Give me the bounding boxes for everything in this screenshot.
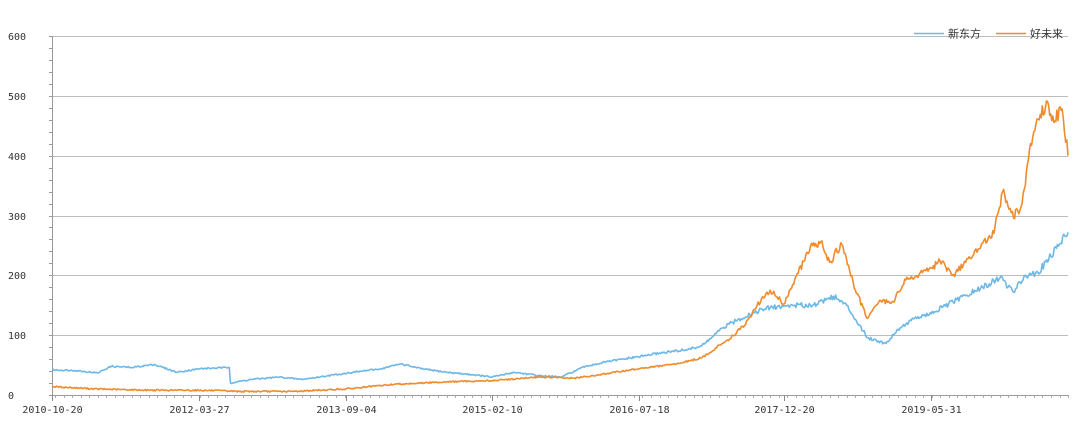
x-tick-label: 2010-10-20 (22, 405, 82, 416)
legend-label: 新东方 (948, 27, 981, 41)
y-gridlines (52, 36, 1068, 396)
y-tick-label: 200 (8, 271, 26, 282)
x-tick-label: 2015-02-10 (462, 405, 522, 416)
y-tick-label: 400 (8, 152, 26, 163)
legend[interactable]: 新东方 好未来 (914, 27, 1063, 41)
x-tick-label: 2016-07-18 (609, 405, 669, 416)
series-line-tal (51, 100, 1069, 393)
y-axis: 0 100 200 300 400 500 600 (8, 32, 53, 402)
x-tick-label: 2017-12-20 (754, 405, 814, 416)
y-tick-label: 600 (8, 32, 26, 43)
legend-label: 好未来 (1030, 27, 1063, 41)
x-tick-label: 2013-09-04 (316, 405, 376, 416)
x-tick-label: 2012-03-27 (169, 405, 229, 416)
y-tick-label: 300 (8, 212, 26, 223)
series-line-xdf (51, 232, 1069, 385)
y-tick-label: 0 (8, 391, 14, 402)
x-tick-label: 2019-05-31 (901, 405, 961, 416)
y-tick-label: 100 (8, 331, 26, 342)
y-tick-label: 500 (8, 92, 26, 103)
series-lines (51, 100, 1069, 393)
x-axis: 2010-10-20 2012-03-27 2013-09-04 2015-02-10… (22, 395, 1069, 416)
